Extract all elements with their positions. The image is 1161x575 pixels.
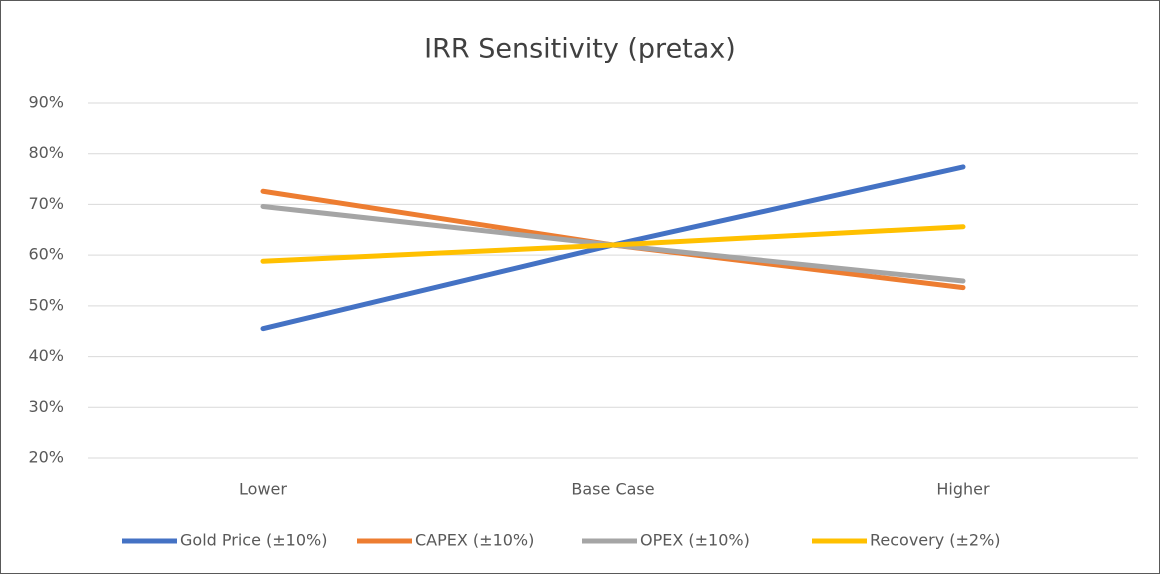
x-tick-label: Base Case <box>571 480 654 499</box>
y-tick-label: 60% <box>28 245 64 264</box>
y-tick-label: 30% <box>28 397 64 416</box>
x-tick-label: Higher <box>936 480 990 499</box>
y-tick-label: 40% <box>28 346 64 365</box>
chart-title: IRR Sensitivity (pretax) <box>424 34 736 65</box>
series-line <box>260 224 966 264</box>
y-tick-label: 80% <box>28 143 64 162</box>
legend-label: Gold Price (±10%) <box>180 531 327 550</box>
y-tick-label: 20% <box>28 448 64 467</box>
legend-label: CAPEX (±10%) <box>415 531 534 550</box>
y-tick-label: 70% <box>28 194 64 213</box>
x-tick-label: Lower <box>239 480 287 499</box>
legend-label: Recovery (±2%) <box>870 531 1001 550</box>
y-tick-label: 90% <box>28 93 64 112</box>
legend-label: OPEX (±10%) <box>640 531 750 550</box>
y-tick-label: 50% <box>28 295 64 314</box>
